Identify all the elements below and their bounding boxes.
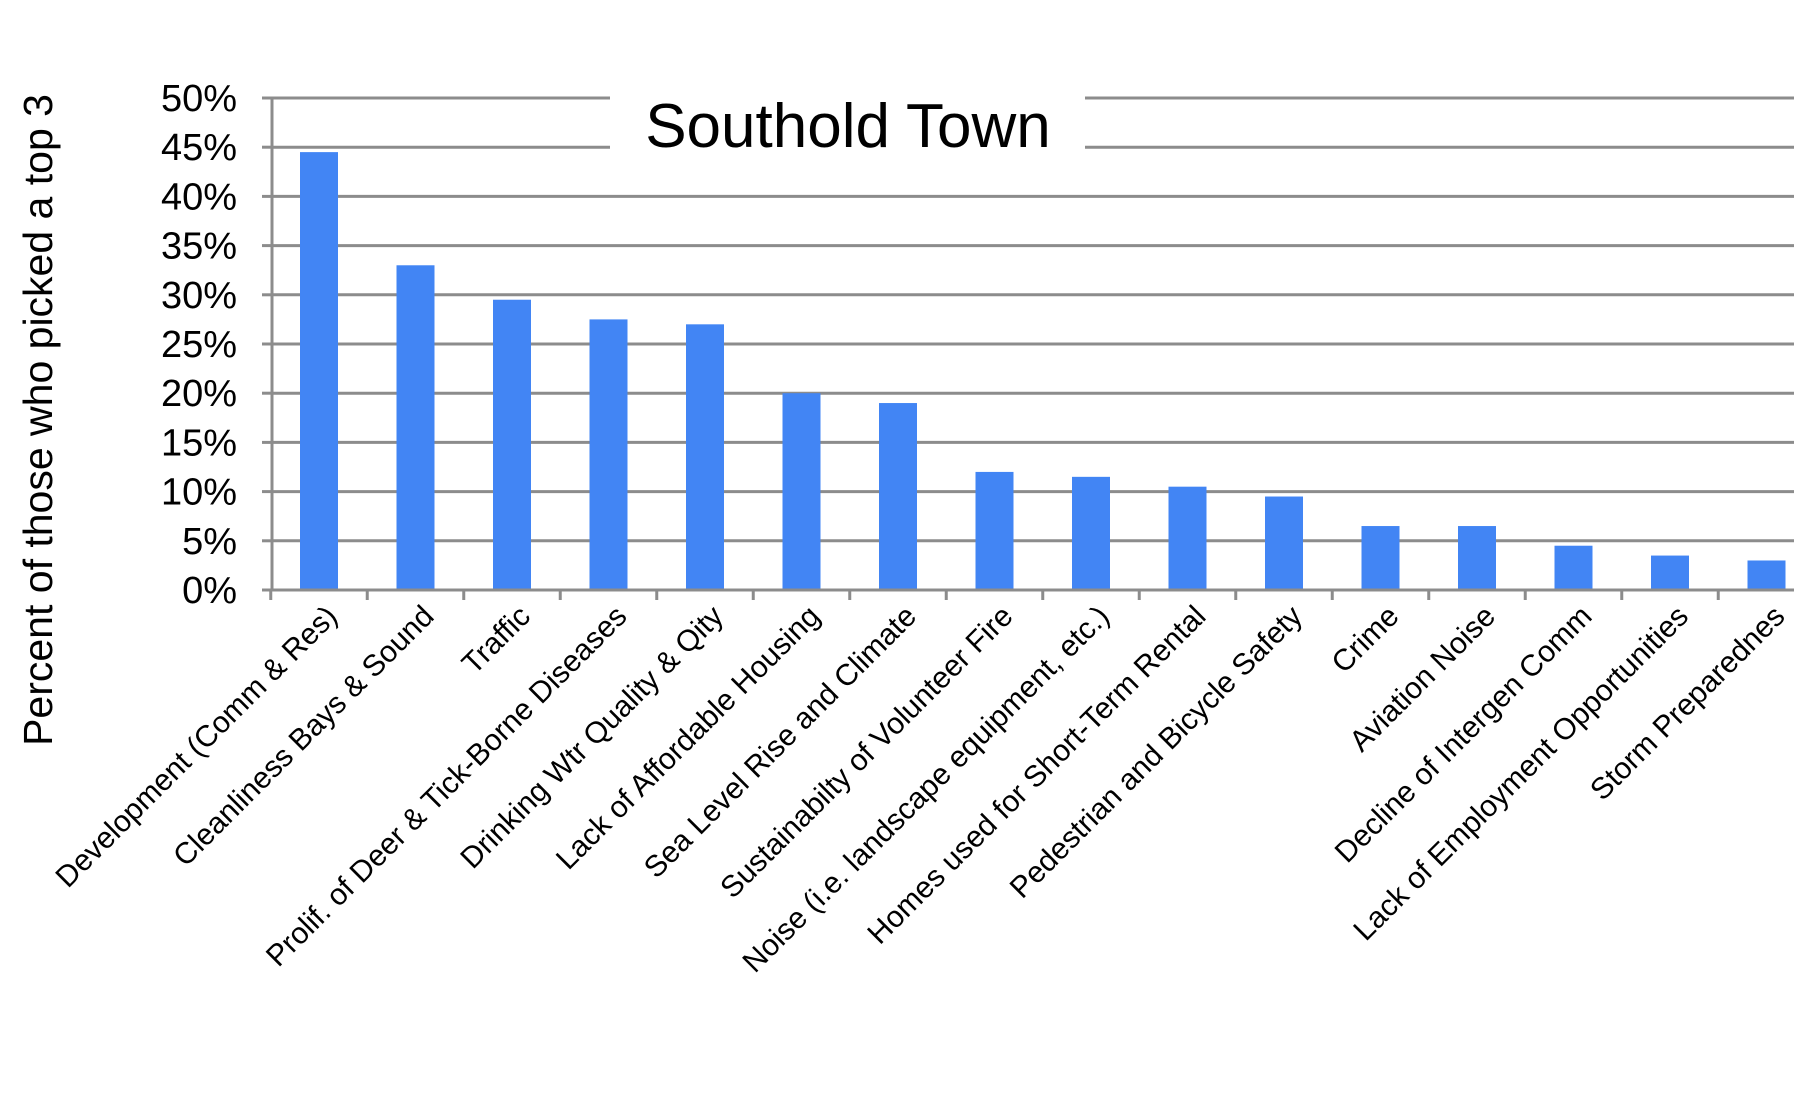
bar	[1747, 560, 1786, 590]
bar	[1651, 555, 1689, 590]
bar	[589, 319, 628, 590]
y-axis-title: Percent of those who picked a top 3	[15, 94, 61, 746]
y-tick-label: 45%	[161, 127, 237, 169]
x-tick-label: Lack of Employment Opportunities	[1347, 600, 1695, 948]
x-tick-label: Traffic	[456, 600, 537, 681]
y-tick-label: 25%	[161, 324, 237, 366]
x-tick-label: Noise (i.e. landscape equipment, etc.)	[737, 600, 1116, 979]
bar	[396, 265, 435, 590]
y-tick-label: 0%	[182, 570, 237, 612]
chart-title-background	[610, 88, 1085, 186]
x-tick-label: Prolif. of Deer & Tick-Borne Diseases	[260, 600, 633, 973]
x-tick-label: Storm Preparednes	[1584, 600, 1791, 807]
bar	[686, 324, 724, 590]
y-tick-label: 15%	[161, 422, 237, 464]
bar	[1168, 486, 1207, 590]
bar	[1265, 496, 1303, 590]
bar	[493, 299, 531, 590]
bar	[879, 403, 917, 590]
y-tick-label: 20%	[161, 373, 237, 415]
x-tick-label: Homes used for Short-Term Rental	[861, 600, 1212, 951]
y-tick-label: 50%	[161, 78, 237, 120]
y-tick-label: 30%	[161, 275, 237, 317]
y-axis: 0% 5% 10% 15% 20% 25% 30% 35% 40% 45% 50%	[161, 78, 274, 612]
chart-title: Southold Town	[645, 92, 1051, 161]
bar	[1361, 526, 1400, 590]
bars	[300, 152, 1786, 590]
bar	[782, 393, 821, 590]
y-tick-label: 5%	[182, 521, 237, 563]
x-axis	[269, 588, 1794, 600]
bar	[300, 152, 338, 590]
bar	[1554, 545, 1593, 590]
bar	[975, 471, 1014, 590]
bar	[1458, 526, 1496, 590]
bar	[1072, 476, 1110, 590]
y-tick-label: 40%	[161, 176, 237, 218]
y-tick-label: 35%	[161, 226, 237, 268]
y-tick-label: 10%	[161, 472, 237, 514]
x-tick-label: Crime	[1326, 600, 1406, 680]
x-tick-labels: Development (Comm & Res)Cleanliness Bays…	[49, 600, 1791, 979]
